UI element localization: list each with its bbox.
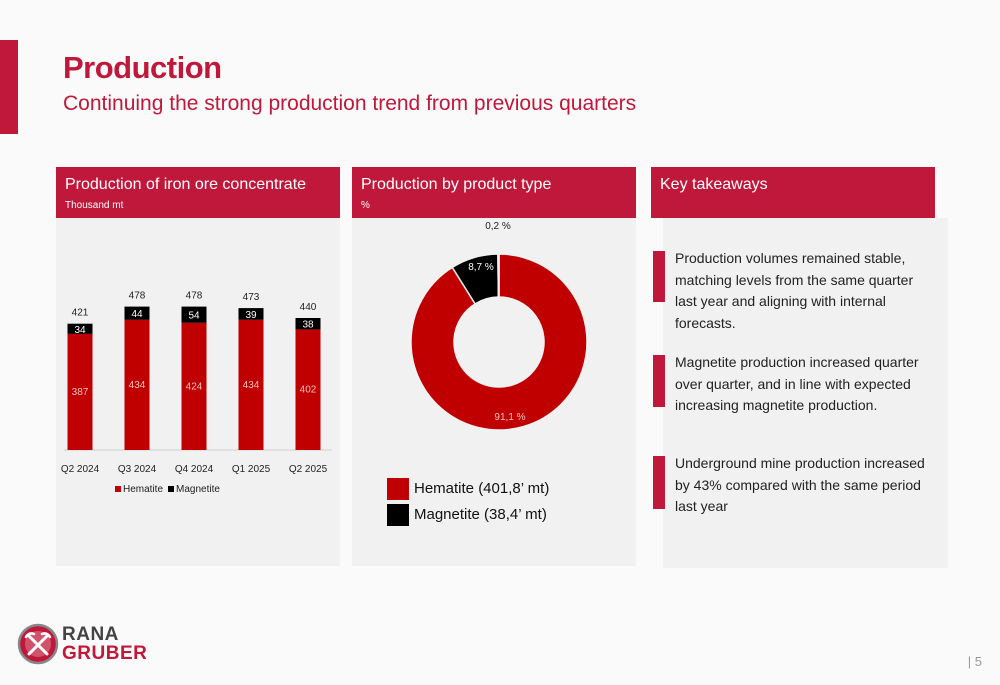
production-panel-unit: Thousand mt [65,200,124,211]
data-label-total: 473 [243,292,260,303]
page-subtitle: Continuing the strong production trend f… [63,92,637,115]
legend-label-hematite: Hematite [123,484,163,495]
bar-magnetite [181,306,207,323]
data-label-magnetite: 39 [245,310,257,321]
data-label-hematite: 402 [300,385,317,396]
page-title: Production [63,50,222,85]
data-label-total: 421 [72,308,89,319]
takeaway-text: Underground mine production increased by… [675,455,925,514]
bar-magnetite [67,323,93,334]
production-bar-chart: 387 34 421 Q2 2024 434 44 478 Q3 2024 424 54 478 Q4… [61,291,332,495]
production-panel-title: Production of iron ore concentrate [65,176,307,193]
bar-hematite [181,322,207,450]
bar-magnetite [124,306,150,320]
x-tick-label: Q4 2024 [175,464,214,475]
bar-hematite [238,319,264,450]
data-label-hematite: 387 [72,387,89,398]
bar-hematite [295,329,321,450]
takeaways-panel-title: Key takeaways [660,176,768,193]
rana-gruber-logo-icon [17,623,59,665]
takeaways-panel-header: Key takeaways [651,167,935,218]
donut-slice-label: 8,7 % [468,262,494,273]
data-label-magnetite: 34 [74,325,86,336]
takeaway-marker [653,456,665,509]
legend-label-magnetite: Magnetite [176,484,220,495]
donut-slice-label: 0,2 % [485,221,511,232]
donut-legend-hematite-label: Hematite (401,8’ mt) [414,480,550,497]
hematite-swatch [387,478,409,500]
production-panel-header: Production of iron ore concentrate Thous… [56,167,340,218]
title-accent-bar [0,40,18,134]
product-type-panel-unit: % [361,200,370,211]
page-number: | 5 [967,654,982,669]
data-label-hematite: 424 [186,381,203,392]
product-type-panel-title: Production by product type [361,176,552,193]
data-label-hematite: 434 [129,380,146,391]
bar-magnetite [238,308,264,320]
data-label-magnetite: 44 [131,309,143,320]
data-label-magnetite: 38 [302,320,314,331]
bar-magnetite [295,318,321,330]
x-tick-label: Q3 2024 [118,464,157,475]
takeaways-panel [663,218,948,568]
data-label-total: 478 [186,291,203,302]
legend-swatch-magnetite [168,486,174,492]
takeaway-text: Production volumes remained stable, matc… [675,250,914,331]
donut-legend-magnetite-label: Magnetite (38,4’ mt) [414,506,547,523]
data-label-total: 440 [300,302,317,313]
bar-hematite [124,319,150,450]
takeaway-marker [653,251,665,302]
x-tick-label: Q2 2024 [61,464,100,475]
takeaway-text: Magnetite production increased quarter o… [675,354,919,413]
logo-wordmark-gruber: GRUBER [62,643,148,664]
data-label-total: 478 [129,291,146,302]
data-label-magnetite: 54 [188,311,200,322]
legend-swatch-hematite [115,486,121,492]
takeaway-marker [653,355,665,407]
magnetite-swatch [387,504,409,526]
data-label-hematite: 434 [243,380,260,391]
product-type-panel-header: Production by product type % [352,167,636,218]
donut-slice [410,253,588,431]
donut-slice [497,253,500,298]
product-type-donut-chart: 91,1 % 8,7 % 0,2 % [410,221,588,431]
x-tick-label: Q1 2025 [232,464,271,475]
x-tick-label: Q2 2025 [289,464,328,475]
logo-wordmark-rana: RANA [62,624,119,645]
bar-hematite [67,333,93,450]
donut-slice-label: 91,1 % [494,412,525,423]
